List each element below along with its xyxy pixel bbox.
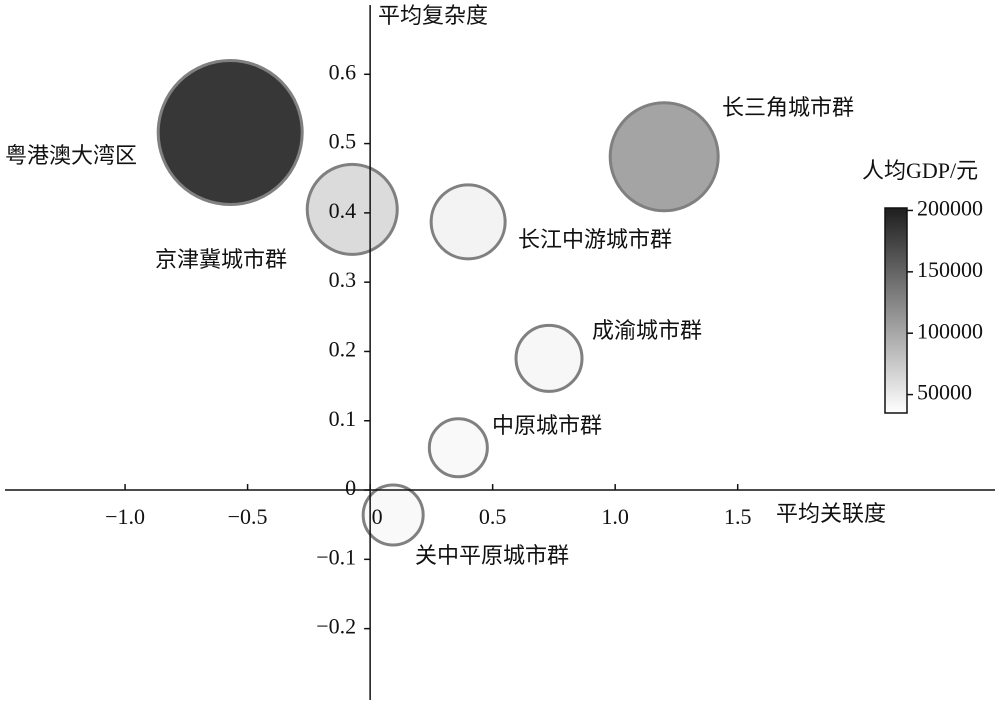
- bubble: [427, 417, 489, 479]
- bubble: [305, 162, 399, 256]
- y-axis-title: 平均复杂度: [378, 3, 488, 28]
- y-tick-label: 0.2: [329, 337, 357, 362]
- colorbar-tick-label: 200000: [917, 196, 983, 221]
- bubble: [361, 483, 425, 547]
- bubble: [429, 183, 507, 261]
- x-tick-label: 0: [372, 504, 383, 529]
- y-tick-label: 0.5: [329, 129, 357, 154]
- bubble-label: 京津冀城市群: [155, 247, 287, 272]
- colorbar-tick-label: 50000: [917, 380, 972, 405]
- y-tick-label: −0.2: [316, 614, 356, 639]
- bubble-label: 长三角城市群: [722, 95, 854, 120]
- x-tick-label: 1.0: [601, 504, 629, 529]
- y-tick-label: 0.1: [329, 406, 357, 431]
- x-tick-label: 1.5: [724, 504, 752, 529]
- bubble: [608, 101, 720, 213]
- x-tick-label: −1.0: [105, 504, 145, 529]
- bubble-label: 粤港澳大湾区: [5, 143, 137, 168]
- bubble: [156, 58, 304, 206]
- bubble-label: 成渝城市群: [592, 318, 702, 343]
- y-tick-label: 0.3: [329, 267, 357, 292]
- colorbar-tick-label: 150000: [917, 257, 983, 282]
- colorbar: [884, 207, 908, 414]
- y-tick-label: 0: [345, 475, 356, 500]
- bubble: [514, 323, 584, 393]
- colorbar-title: 人均GDP/元: [862, 158, 978, 183]
- bubble-label: 长江中游城市群: [518, 227, 672, 252]
- y-tick-label: 0.4: [329, 198, 357, 223]
- bubbles: [156, 58, 720, 547]
- x-tick-label: −0.5: [228, 504, 268, 529]
- bubble-label: 中原城市群: [492, 413, 602, 438]
- y-tick-label: 0.6: [329, 59, 357, 84]
- bubble-label: 关中平原城市群: [415, 543, 569, 568]
- colorbar-tick-label: 100000: [917, 318, 983, 343]
- y-tick-label: −0.1: [316, 544, 356, 569]
- x-tick-label: 0.5: [479, 504, 507, 529]
- x-axis-title: 平均关联度: [776, 501, 886, 526]
